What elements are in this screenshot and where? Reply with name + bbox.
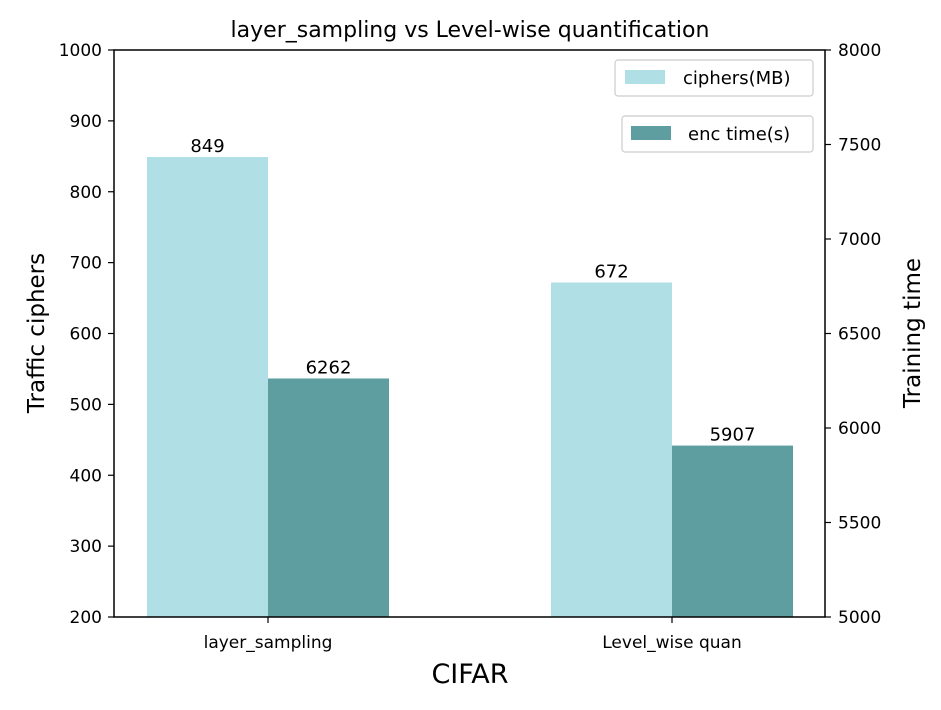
left-axis-label: Traffic ciphers [24, 253, 50, 414]
left-tick-label: 800 [70, 183, 102, 203]
x-tick-label: Level_wise quan [602, 633, 741, 653]
right-axis: 5000 5500 6000 6500 7000 7500 8000 [825, 41, 881, 628]
x-axis-label: CIFAR [431, 659, 508, 690]
bar-ciphers-0 [147, 157, 268, 618]
right-tick-label: 8000 [838, 41, 881, 61]
right-tick-label: 7000 [838, 230, 881, 250]
legend-enc-time-swatch [631, 126, 671, 140]
right-tick-label: 5500 [838, 514, 881, 534]
left-tick-label: 700 [70, 254, 102, 274]
left-tick-label: 400 [70, 466, 102, 486]
right-tick-label: 7500 [838, 136, 881, 156]
chart-title: layer_sampling vs Level-wise quantificat… [231, 18, 710, 43]
bar-value-label: 849 [190, 136, 224, 157]
legend-enc-time-box [621, 115, 814, 153]
bar-ciphers-1 [551, 282, 672, 617]
right-axis-label: Training time [900, 258, 926, 409]
left-tick-label: 1000 [59, 41, 102, 61]
bar-labels-layer: 849 672 6262 5907 [190, 136, 755, 446]
legend-ciphers-label: ciphers(MB) [683, 68, 791, 89]
left-tick-label: 200 [70, 608, 102, 628]
left-axis: 200 300 400 500 600 700 800 900 1000 [59, 41, 114, 628]
legend-ciphers-swatch [625, 70, 665, 84]
right-tick-label: 5000 [838, 608, 881, 628]
right-tick-label: 6000 [838, 419, 881, 439]
left-tick-label: 500 [70, 395, 102, 415]
x-axis: layer_sampling Level_wise quan [204, 617, 742, 653]
bar-value-label: 5907 [710, 425, 756, 446]
bar-enc-time-1 [672, 445, 793, 617]
bar-enc-time-0 [268, 378, 389, 617]
legend-ciphers-box [614, 59, 814, 97]
left-tick-label: 900 [70, 112, 102, 132]
legend-enc-time-label: enc time(s) [688, 124, 790, 145]
bar-value-label: 6262 [306, 357, 352, 378]
left-tick-label: 600 [70, 325, 102, 345]
right-tick-label: 6500 [838, 325, 881, 345]
x-tick-label: layer_sampling [204, 633, 333, 653]
bar-value-label: 672 [594, 261, 628, 282]
legend-ciphers: ciphers(MB) [614, 59, 814, 97]
left-tick-label: 300 [70, 537, 102, 557]
bars-layer [147, 157, 793, 618]
legend-enc-time: enc time(s) [621, 115, 814, 153]
